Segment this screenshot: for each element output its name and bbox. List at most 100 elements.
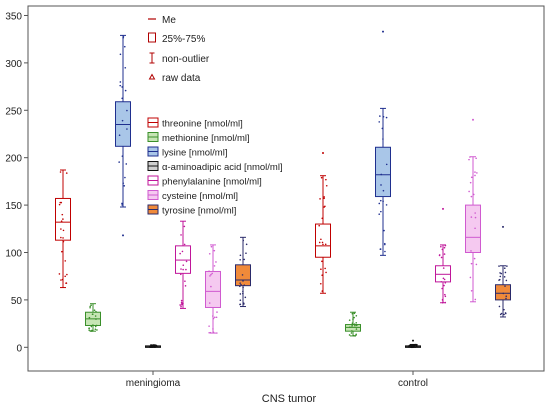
raw-data-point — [156, 345, 158, 348]
raw-data-point — [216, 311, 218, 313]
raw-data-point — [505, 279, 508, 282]
raw-data-point — [181, 250, 184, 253]
raw-data-point — [415, 345, 418, 348]
raw-data-point — [505, 295, 508, 298]
raw-data-point — [498, 305, 501, 308]
raw-data-point — [185, 268, 187, 271]
raw-data-point — [210, 273, 212, 276]
outlier-point — [382, 30, 384, 33]
raw-data-point — [320, 268, 322, 271]
raw-data-point — [153, 346, 156, 348]
raw-data-point — [502, 292, 505, 295]
raw-data-point — [325, 184, 328, 187]
raw-data-point — [476, 172, 478, 174]
raw-data-point — [440, 256, 443, 259]
raw-data-point — [124, 176, 126, 179]
raw-data-point — [239, 282, 241, 284]
raw-data-point — [208, 302, 211, 304]
raw-data-point — [239, 285, 241, 288]
raw-data-point — [123, 185, 126, 187]
raw-data-point — [353, 323, 356, 325]
raw-data-point — [184, 280, 186, 282]
raw-data-point — [213, 249, 216, 252]
legend-entry: lysine [nmol/ml] — [147, 146, 227, 159]
raw-data-point — [444, 293, 446, 296]
raw-data-point — [240, 283, 242, 286]
raw-data-point — [123, 45, 126, 48]
legend: Me 25%-75% non-outlier raw data threonine [n… — [147, 15, 283, 217]
raw-data-point — [60, 201, 63, 204]
raw-data-point — [213, 265, 216, 267]
raw-data-point — [443, 253, 446, 255]
raw-data-point — [212, 331, 215, 334]
raw-data-point — [380, 173, 383, 176]
legend-label: tyrosine [nmol/ml] — [162, 206, 236, 217]
box-control — [315, 175, 331, 294]
raw-data-point — [378, 213, 381, 215]
raw-data-point — [211, 272, 213, 275]
raw-data-point — [239, 293, 242, 295]
legend-marker-label: 25%-75% — [162, 34, 205, 45]
raw-data-point — [124, 66, 127, 69]
raw-data-point — [474, 174, 476, 177]
raw-data-point — [62, 240, 65, 243]
iqr-box — [375, 146, 391, 198]
raw-data-point — [325, 271, 327, 274]
raw-data-point — [89, 306, 91, 309]
raw-data-point — [150, 344, 153, 346]
raw-data-point — [180, 305, 182, 308]
raw-data-point — [384, 250, 386, 253]
legend-marker-label: non-outlier — [162, 54, 210, 65]
raw-data-point — [380, 210, 382, 213]
raw-data-point — [125, 163, 128, 165]
raw-data-point — [60, 220, 63, 222]
raw-data-point — [325, 178, 327, 181]
raw-data-point — [209, 275, 211, 277]
raw-data-point — [469, 156, 471, 158]
plot-area-border — [27, 5, 545, 372]
raw-data-point — [64, 275, 66, 278]
raw-data-point — [212, 328, 214, 330]
legend-marker-label: Me — [162, 15, 176, 26]
raw-data-point — [243, 303, 245, 305]
raw-data-point — [410, 346, 413, 349]
raw-data-point — [469, 276, 472, 279]
raw-data-point — [385, 204, 388, 206]
raw-data-point — [92, 324, 94, 326]
raw-data-point — [179, 252, 181, 255]
raw-data-point — [408, 344, 411, 347]
legend-entry: methionine [nmol/ml] — [147, 132, 250, 144]
raw-data-point — [183, 225, 186, 228]
iqr-box — [315, 223, 331, 258]
box-control — [465, 156, 481, 303]
raw-data-point — [212, 317, 215, 320]
raw-data-point — [475, 263, 478, 266]
raw-data-point — [378, 202, 381, 205]
raw-data-point — [504, 285, 506, 287]
raw-data-point — [321, 290, 324, 292]
outlier-point — [472, 118, 474, 121]
raw-data-point — [151, 346, 153, 349]
raw-data-point — [355, 315, 358, 317]
raw-data-point — [243, 258, 246, 261]
raw-data-point — [473, 257, 476, 260]
raw-data-point — [506, 265, 508, 267]
raw-data-point — [242, 280, 244, 282]
raw-data-point — [94, 325, 97, 328]
raw-data-point — [119, 81, 122, 83]
raw-data-point — [89, 330, 92, 332]
raw-data-point — [208, 252, 211, 255]
box-series — [55, 30, 511, 349]
raw-data-point — [443, 246, 446, 249]
raw-data-point — [378, 121, 381, 123]
raw-data-point — [183, 243, 186, 246]
raw-data-point — [184, 285, 187, 287]
raw-data-point — [94, 315, 97, 317]
raw-data-point — [474, 212, 476, 214]
raw-data-point — [239, 259, 241, 261]
legend-entry: phenylalanine [nmol/ml] — [147, 175, 262, 188]
legend-label: phenylalanine [nmol/ml] — [162, 177, 262, 188]
raw-data-point — [122, 37, 124, 39]
raw-data-point — [353, 316, 355, 319]
